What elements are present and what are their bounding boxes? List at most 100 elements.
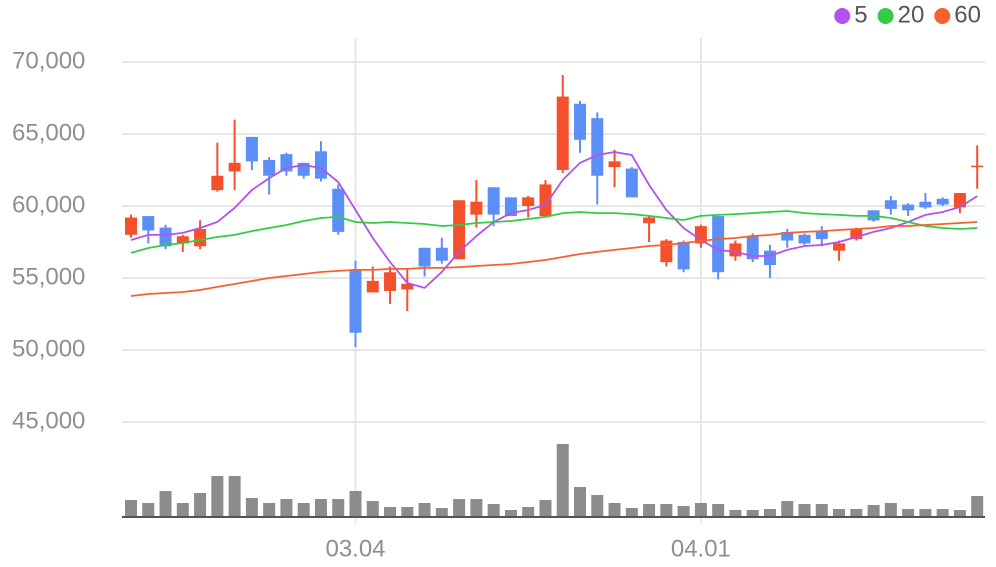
volume-bar — [159, 491, 172, 517]
volume-bar — [366, 501, 379, 517]
legend-label: 60 — [954, 1, 981, 28]
candle-body — [125, 217, 137, 235]
volume-bar — [487, 504, 500, 517]
volume-bar — [850, 509, 863, 517]
volume-bar — [919, 509, 932, 517]
volume-bar — [574, 487, 587, 517]
volume-bar — [314, 499, 327, 517]
candle-body — [902, 204, 915, 211]
candle-body — [833, 243, 846, 251]
volume-bar — [142, 503, 155, 517]
volume-bar — [936, 509, 949, 517]
candle-body — [194, 229, 207, 247]
volume-bar — [418, 503, 431, 517]
candle-body — [694, 226, 707, 244]
candle-body — [384, 272, 397, 291]
volume-bar — [763, 509, 776, 517]
candle-body — [263, 159, 276, 176]
volume-bar — [712, 504, 725, 517]
candle-body — [539, 184, 552, 217]
candle-body — [746, 236, 759, 260]
candle-body — [850, 229, 863, 240]
candle-body — [574, 103, 587, 140]
volume-bar — [263, 503, 276, 517]
candle-body — [781, 231, 794, 241]
volume-bar — [453, 499, 466, 517]
candle-body — [435, 247, 448, 261]
volume-bar — [625, 508, 638, 517]
candle-body — [815, 230, 828, 240]
candle-body — [971, 165, 984, 168]
volume-bar — [435, 508, 448, 517]
volume-bar — [125, 500, 137, 517]
legend: 60 20 5 — [834, 1, 981, 28]
volume-bar — [176, 503, 189, 517]
ma-line — [130, 221, 978, 297]
candle-body — [936, 198, 949, 205]
legend-label: 20 — [898, 1, 925, 28]
candle-body — [729, 243, 742, 257]
volume-bar — [729, 510, 742, 517]
candle-body — [556, 96, 569, 170]
volume-bar — [746, 510, 759, 517]
volume-bar — [194, 493, 207, 517]
volume-bar — [694, 503, 707, 517]
volume-bar — [608, 503, 621, 517]
volume-bar — [677, 506, 690, 517]
volume-bar — [884, 503, 897, 517]
candle-body — [763, 250, 776, 266]
legend-dot — [877, 8, 894, 24]
volume-bar — [953, 510, 966, 517]
y-tick-label: 50,000 — [12, 335, 85, 362]
volume-bar — [781, 501, 794, 517]
candle-body — [470, 201, 483, 215]
legend-label: 5 — [854, 1, 867, 28]
candle-body — [591, 118, 604, 176]
candle-body — [418, 247, 431, 267]
candle-body — [228, 162, 241, 172]
volume-bar — [556, 444, 569, 517]
y-tick-label: 65,000 — [12, 119, 85, 146]
x-tick-label: 03.04 — [325, 535, 385, 562]
volume-bar — [867, 505, 880, 517]
volume-bar — [660, 504, 673, 517]
y-tick-label: 55,000 — [12, 263, 85, 290]
legend-dot — [934, 8, 951, 24]
volume-bar — [815, 504, 828, 517]
candle-body — [211, 175, 224, 191]
volume-bar — [470, 499, 483, 517]
candle-body — [332, 188, 345, 232]
y-tick-label: 45,000 — [12, 407, 85, 434]
candle-body — [453, 200, 466, 260]
volume-bar — [211, 476, 224, 517]
candle-body — [712, 216, 725, 273]
candle-body — [401, 283, 414, 290]
candle-body — [608, 161, 621, 168]
candle-body — [366, 280, 379, 293]
volume-bar — [902, 509, 915, 517]
x-tick-label: 04.01 — [671, 535, 731, 562]
volume-bar — [401, 507, 414, 517]
volume-bar — [591, 495, 604, 517]
volume-bar — [522, 507, 535, 517]
volume-bar — [332, 499, 345, 517]
volume-bar — [245, 498, 258, 517]
candle-body — [159, 227, 172, 247]
volume-bar — [384, 507, 397, 517]
volume-bar — [539, 500, 552, 517]
candle-body — [625, 168, 638, 198]
volume-bar — [228, 476, 241, 517]
volume-bar — [798, 504, 811, 517]
volume-bar — [643, 504, 656, 517]
candle-body — [522, 197, 535, 206]
ma-line — [130, 151, 978, 289]
volume-bar — [349, 491, 362, 517]
legend-dot — [834, 8, 851, 24]
candle-body — [919, 201, 932, 208]
y-tick-label: 70,000 — [12, 47, 85, 74]
candle-body — [142, 216, 155, 231]
candle-body — [245, 136, 258, 162]
volume-bar — [833, 509, 846, 517]
candle-body — [504, 197, 517, 217]
